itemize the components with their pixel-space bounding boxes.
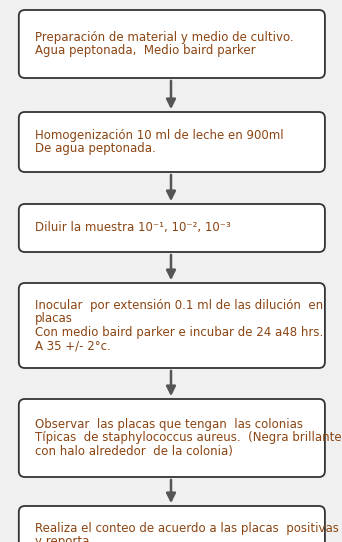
Text: placas: placas [35,312,73,325]
Text: Inocular  por extensión 0.1 ml de las dilución  en: Inocular por extensión 0.1 ml de las dil… [35,299,323,312]
Text: Con medio baird parker e incubar de 24 a48 hrs.: Con medio baird parker e incubar de 24 a… [35,326,323,339]
Text: A 35 +/- 2°c.: A 35 +/- 2°c. [35,339,110,352]
Text: Realiza el conteo de acuerdo a las placas  positivas: Realiza el conteo de acuerdo a las placa… [35,522,339,535]
Text: Homogenización 10 ml de leche en 900ml: Homogenización 10 ml de leche en 900ml [35,129,284,142]
Text: Observar  las placas que tengan  las colonias: Observar las placas que tengan las colon… [35,418,303,431]
FancyBboxPatch shape [19,399,325,477]
Text: Típicas  de staphylococcus aureus.  (Negra brillante: Típicas de staphylococcus aureus. (Negra… [35,431,341,444]
FancyBboxPatch shape [19,112,325,172]
Text: con halo alrededor  de la colonia): con halo alrededor de la colonia) [35,445,233,458]
Text: Agua peptonada,  Medio baird parker: Agua peptonada, Medio baird parker [35,44,255,57]
Text: y reporta: y reporta [35,535,89,542]
FancyBboxPatch shape [19,506,325,542]
Text: De agua peptonada.: De agua peptonada. [35,142,156,155]
FancyBboxPatch shape [19,283,325,368]
Text: Diluir la muestra 10⁻¹, 10⁻², 10⁻³: Diluir la muestra 10⁻¹, 10⁻², 10⁻³ [35,222,231,235]
Text: Preparación de material y medio de cultivo.: Preparación de material y medio de culti… [35,31,293,44]
FancyBboxPatch shape [19,10,325,78]
FancyBboxPatch shape [19,204,325,252]
